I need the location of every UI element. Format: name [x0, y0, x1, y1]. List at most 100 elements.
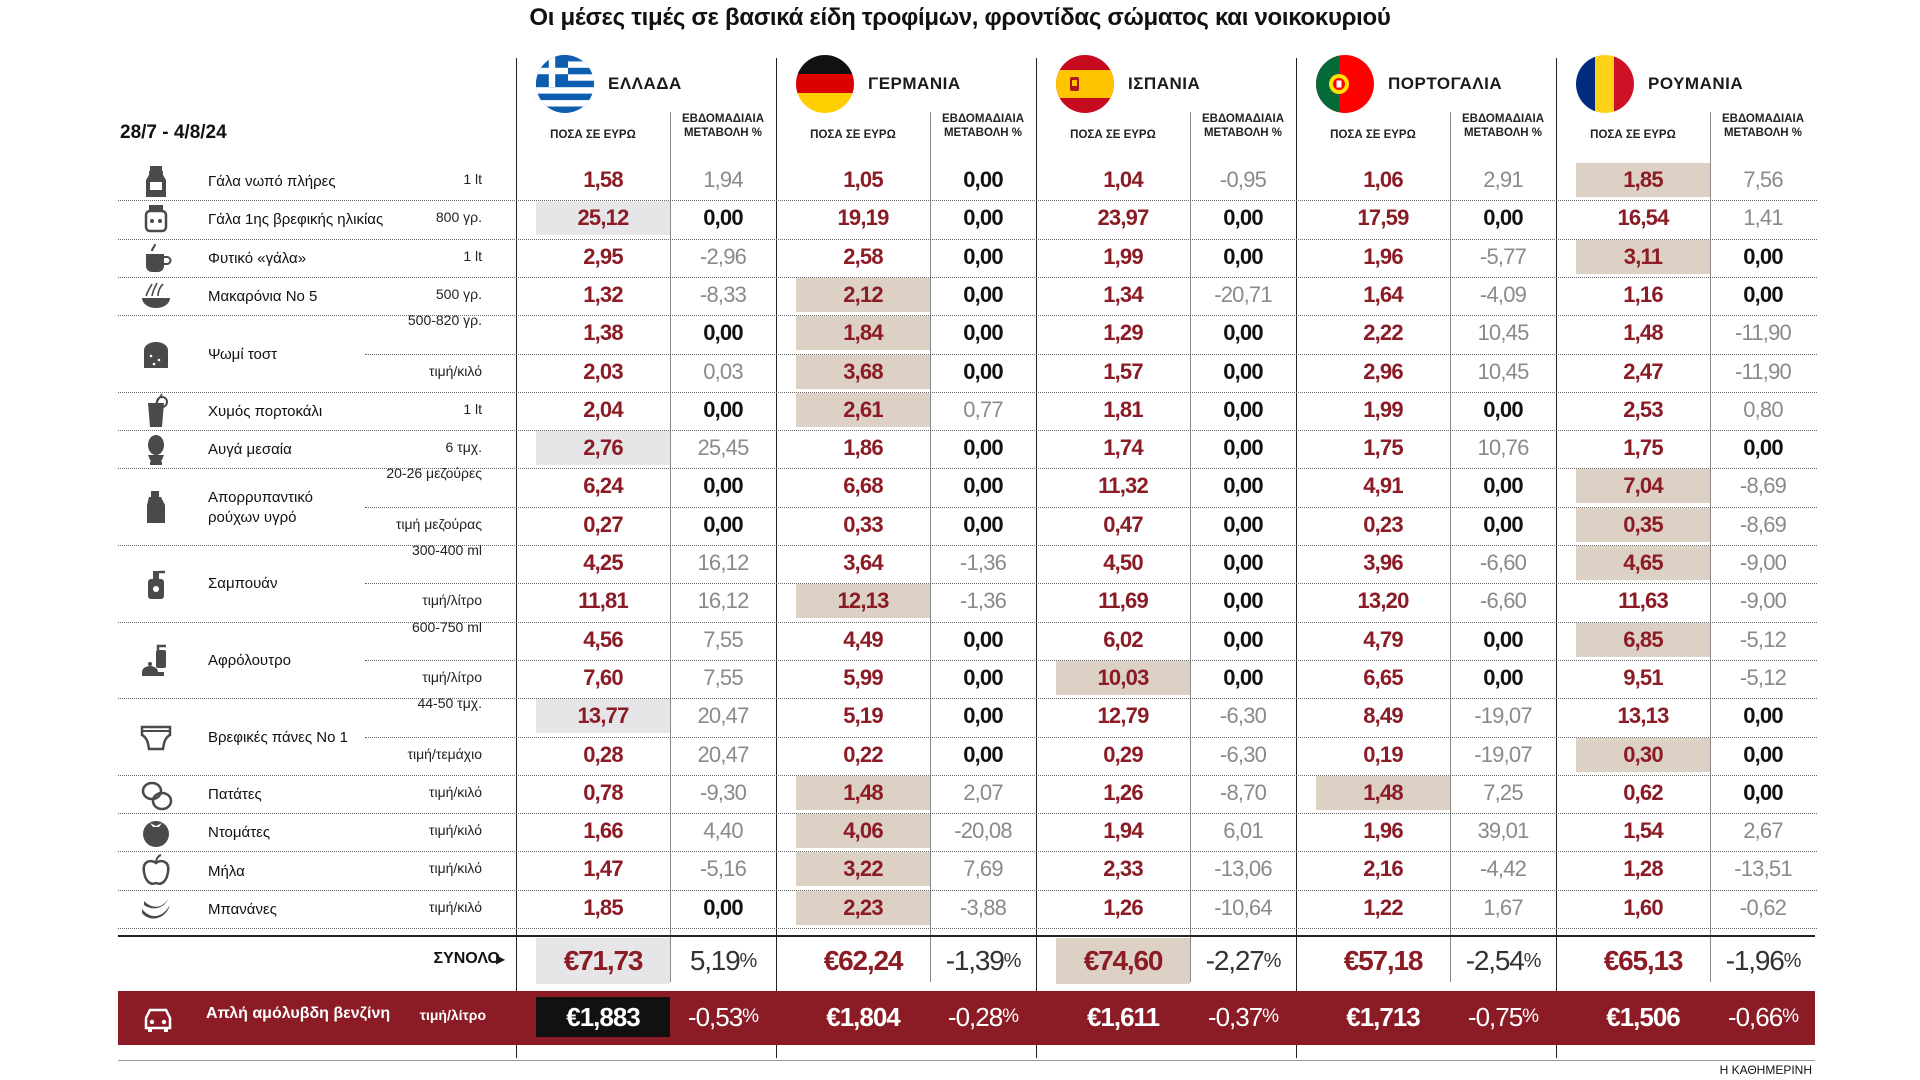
change-cell: 0,00 — [1483, 205, 1523, 231]
fuel-change-cell: -0,66% — [1710, 997, 1816, 1037]
total-change-value: -1,39 — [945, 945, 1005, 976]
country-name: ΓΕΡΜΑΝΙΑ — [868, 74, 961, 93]
price-cell: 1,32 — [583, 281, 623, 307]
column-header-change: ΕΒΔΟΜΑΔΙΑΙΑ ΜΕΤΑΒΟΛΗ % — [1201, 113, 1285, 139]
product-unit: 500 γρ. — [435, 285, 482, 302]
product-name: Ψωμί τοστ — [208, 345, 278, 363]
product-unit: 44-50 τμχ. — [417, 695, 482, 712]
change-cell: 25,45 — [697, 435, 749, 461]
price-cell: 1,85 — [583, 894, 623, 920]
row-divider — [118, 468, 1817, 470]
country-name: ΡΟΥΜΑΝΙΑ — [1648, 74, 1744, 93]
price-cell: 25,12 — [536, 201, 670, 236]
change-cell: 0,00 — [1483, 664, 1523, 690]
spain-flag — [1056, 55, 1114, 113]
product-unit: 1 lt — [463, 247, 482, 264]
change-cell: 1,67 — [1483, 894, 1523, 920]
price-cell: 2,47 — [1623, 358, 1663, 384]
total-change-cell: -1,96% — [1710, 938, 1816, 984]
price-cell: 11,69 — [1098, 588, 1149, 614]
product-unit: 20-26 μεζούρες — [386, 465, 482, 482]
change-cell: -9,00 — [1739, 550, 1787, 575]
change-cell: 0,00 — [1223, 396, 1263, 422]
change-cell: -2,96 — [699, 243, 747, 269]
price-cell: 5,99 — [843, 664, 883, 690]
change-cell: 0,00 — [1223, 205, 1263, 231]
product-name: Απορρυπαντικό ρούχων υγρό — [208, 488, 313, 526]
change-cell: 16,12 — [697, 588, 749, 614]
product-unit: 1 lt — [463, 171, 482, 187]
change-cell: 0,00 — [1223, 511, 1263, 537]
bottom-rule — [118, 1060, 1815, 1061]
price-cell: 0,29 — [1103, 741, 1143, 767]
detergent-bottle-icon — [138, 489, 174, 525]
price-cell: 1,81 — [1103, 396, 1143, 422]
change-cell: 0,00 — [1223, 320, 1263, 346]
change-cell: 0,00 — [703, 473, 743, 499]
product-unit: 500-820 γρ. — [407, 312, 482, 329]
change-cell: 2,91 — [1483, 167, 1523, 192]
change-cell: 0,00 — [1223, 626, 1263, 652]
column-header-price: ΠΟΣΑ ΣΕ ΕΥΡΩ — [1590, 129, 1676, 141]
change-cell: 0,00 — [1483, 473, 1523, 499]
product-unit: τιμή/λίτρο — [422, 592, 482, 609]
fuel-price-cell: €1,713 — [1346, 1001, 1421, 1032]
change-cell: 0,00 — [1743, 741, 1783, 767]
percent-sign: % — [1523, 949, 1542, 972]
product-name: Πατάτες — [208, 785, 262, 803]
column-header-change: ΕΒΔΟΜΑΔΙΑΙΑ ΜΕΤΑΒΟΛΗ % — [1461, 113, 1545, 139]
total-price-cell: €74,60 — [1056, 938, 1190, 984]
change-cell: 0,00 — [963, 435, 1003, 461]
change-cell: 0,00 — [703, 894, 743, 920]
product-name: Φυτικό «γάλα» — [208, 249, 307, 267]
price-cell: 4,56 — [583, 626, 623, 652]
change-cell: 0,77 — [963, 396, 1003, 422]
change-cell: 0,00 — [1743, 435, 1783, 461]
percent-sign: % — [1002, 1006, 1019, 1027]
price-cell: 0,19 — [1363, 741, 1403, 767]
price-cell: 1,34 — [1103, 281, 1143, 307]
change-cell: 0,00 — [963, 626, 1003, 652]
product-name: Γάλα 1ης βρεφικής ηλικίας — [208, 211, 384, 229]
country-name: ΙΣΠΑΝΙΑ — [1128, 74, 1201, 93]
row-divider — [118, 238, 1817, 240]
total-change-value: 5,19 — [689, 945, 741, 976]
price-cell: 2,53 — [1623, 396, 1663, 422]
price-cell: 17,59 — [1357, 205, 1409, 231]
price-cell: 5,19 — [843, 703, 883, 729]
product-unit: τιμή/κιλό — [428, 362, 482, 379]
percent-sign: % — [742, 1006, 759, 1027]
price-cell: 0,28 — [583, 741, 623, 767]
change-cell: 0,00 — [703, 205, 743, 231]
change-cell: -0,62 — [1739, 894, 1787, 920]
price-cell: 0,62 — [1623, 779, 1663, 805]
change-cell: 0,00 — [1743, 779, 1783, 805]
fuel-change-cell: -0,53% — [670, 997, 776, 1037]
price-cell: 1,75 — [1623, 435, 1663, 461]
change-cell: -5,12 — [1739, 626, 1787, 652]
product-unit: τιμή/κιλό — [428, 783, 482, 800]
change-cell: 0,00 — [963, 205, 1003, 231]
change-cell: -10,64 — [1214, 894, 1272, 920]
change-cell: 0,00 — [1743, 243, 1783, 269]
price-cell: 10,03 — [1056, 660, 1190, 695]
change-cell: 0,00 — [963, 243, 1003, 269]
change-cell: -9,30 — [699, 779, 747, 805]
change-cell: 7,69 — [963, 856, 1003, 882]
row-divider — [118, 889, 1817, 891]
change-cell: 0,00 — [1223, 243, 1263, 269]
change-cell: 0,03 — [703, 358, 743, 384]
change-cell: 10,45 — [1477, 358, 1529, 384]
change-cell: -13,51 — [1734, 856, 1792, 882]
price-cell: 7,60 — [583, 664, 623, 690]
product-unit: τιμή/κιλό — [428, 898, 482, 915]
price-cell: 1,48 — [1623, 320, 1663, 346]
price-cell: 6,02 — [1103, 626, 1143, 652]
price-cell: 12,79 — [1097, 703, 1149, 729]
price-cell: 4,65 — [1576, 546, 1710, 580]
change-cell: 0,00 — [1223, 358, 1263, 384]
product-name: Χυμός πορτοκάλι — [208, 402, 323, 420]
fuel-bar — [118, 991, 1815, 1045]
product-unit: 1 lt — [463, 400, 482, 417]
change-cell: -5,77 — [1479, 243, 1527, 269]
